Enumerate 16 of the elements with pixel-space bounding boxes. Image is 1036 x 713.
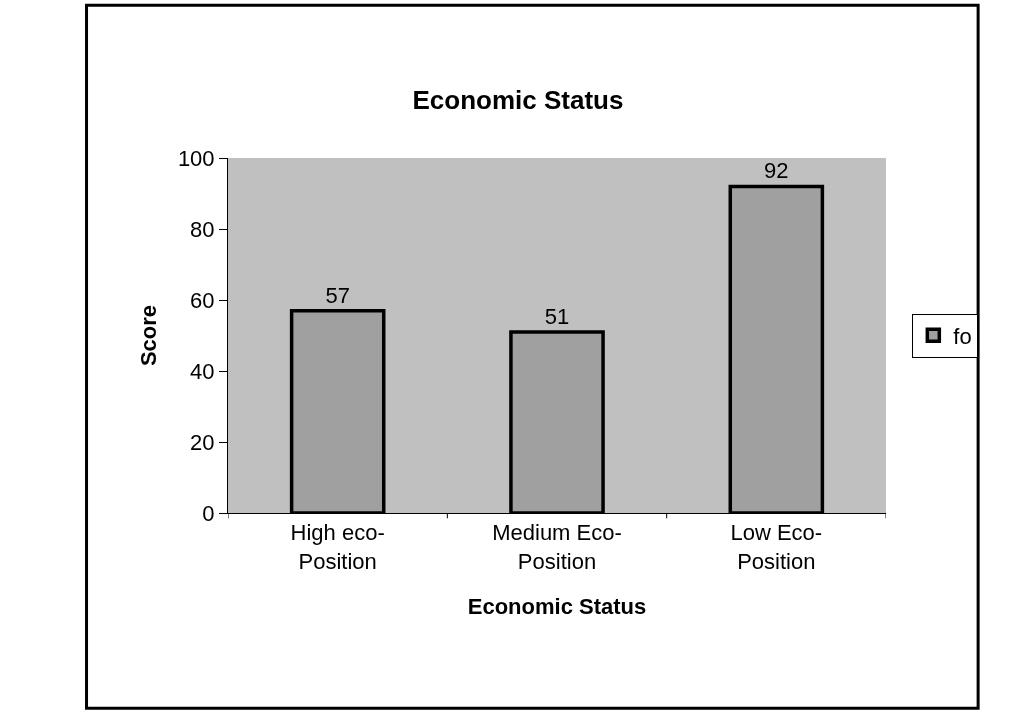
x-tick-label: High eco- Position bbox=[290, 520, 385, 574]
x-tick-label: Low Eco- Position bbox=[730, 520, 823, 574]
y-tick-label: 20 bbox=[190, 429, 215, 455]
x-axis-title: Economic Status bbox=[467, 593, 647, 619]
y-tick-label: 100 bbox=[177, 145, 215, 171]
y-tick-label: 40 bbox=[190, 358, 215, 384]
data-label: 51 bbox=[544, 303, 570, 329]
x-tick-label: Medium Eco- Position bbox=[492, 520, 622, 574]
y-axis-title: Score bbox=[135, 304, 161, 367]
chart-title: Economic Status bbox=[412, 84, 624, 115]
y-tick-label: 80 bbox=[190, 216, 215, 242]
data-label: 57 bbox=[325, 282, 350, 308]
y-tick-label: 60 bbox=[190, 287, 215, 313]
data-label: 92 bbox=[764, 158, 789, 184]
y-tick-label: 0 bbox=[202, 500, 215, 526]
legend-label: fo bbox=[953, 323, 972, 349]
